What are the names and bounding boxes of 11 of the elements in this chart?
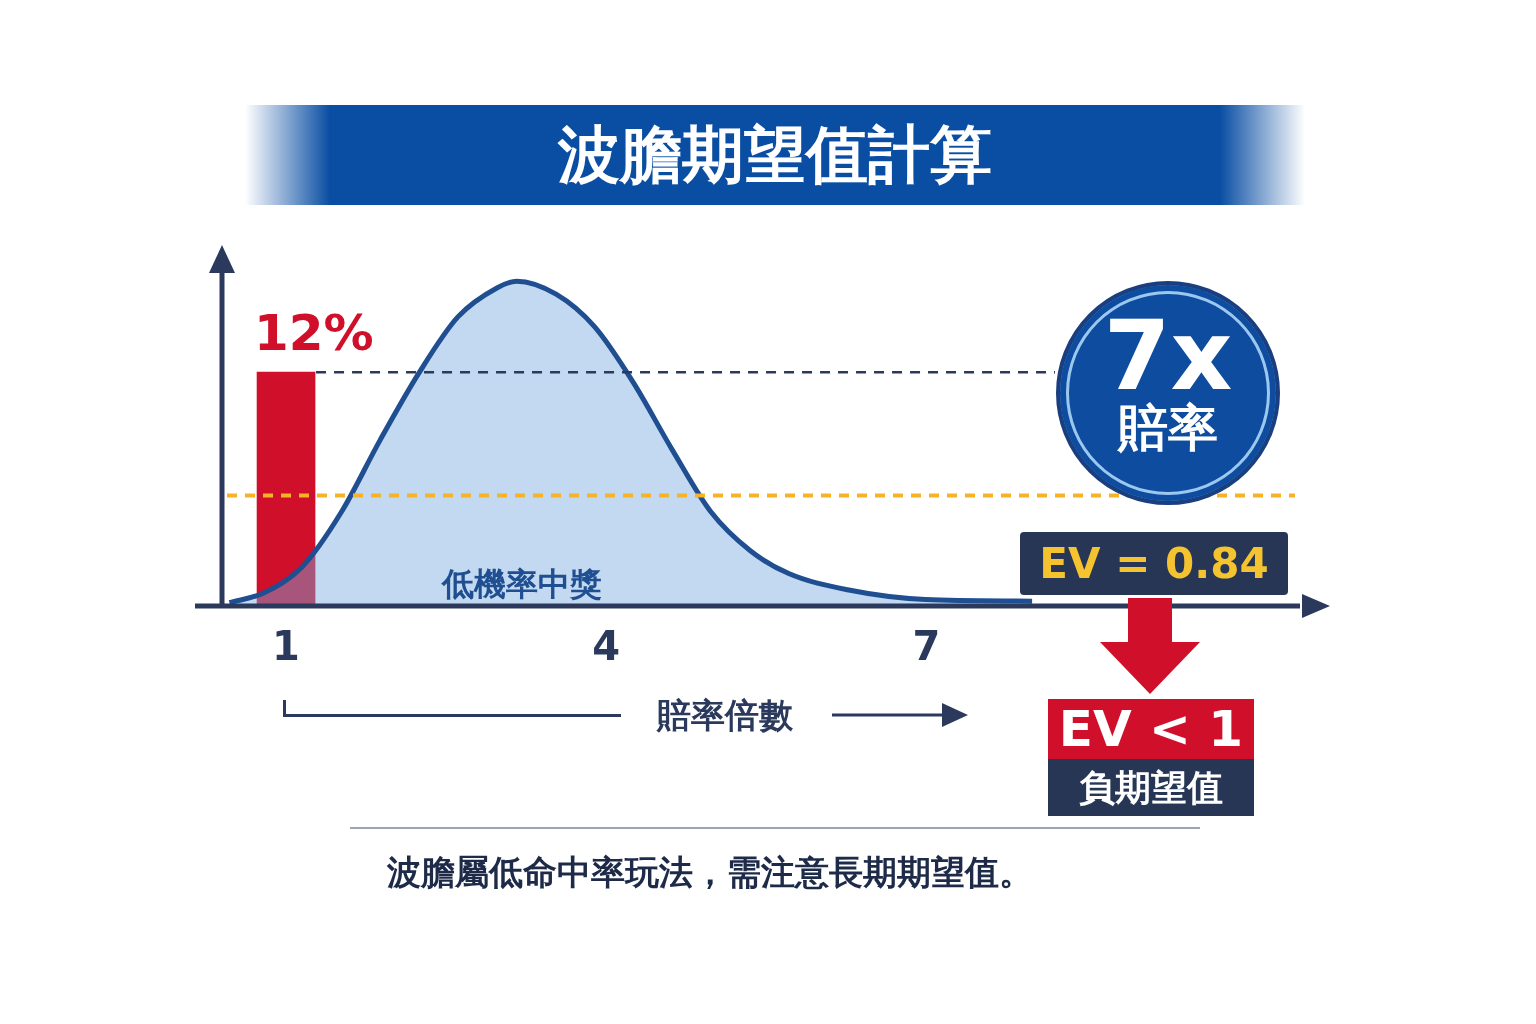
x-tick-label: 4: [592, 623, 621, 670]
text: EV < 1: [1048, 699, 1254, 759]
title-banner: 波膽期望值計算: [245, 105, 1305, 205]
x-tick-label: 7: [912, 623, 941, 670]
x-tick-label: 1: [272, 623, 300, 670]
x-axis-title: 賠率倍數: [655, 694, 794, 737]
annotation: EV = 0.84: [1020, 532, 1288, 595]
text: 負期望值: [1048, 759, 1254, 816]
annotation: 12%: [254, 304, 374, 363]
annotation: 低機率中獎: [442, 564, 602, 605]
text: 波膽屬低命中率玩法，需注意長期期望值。: [386, 851, 1034, 894]
